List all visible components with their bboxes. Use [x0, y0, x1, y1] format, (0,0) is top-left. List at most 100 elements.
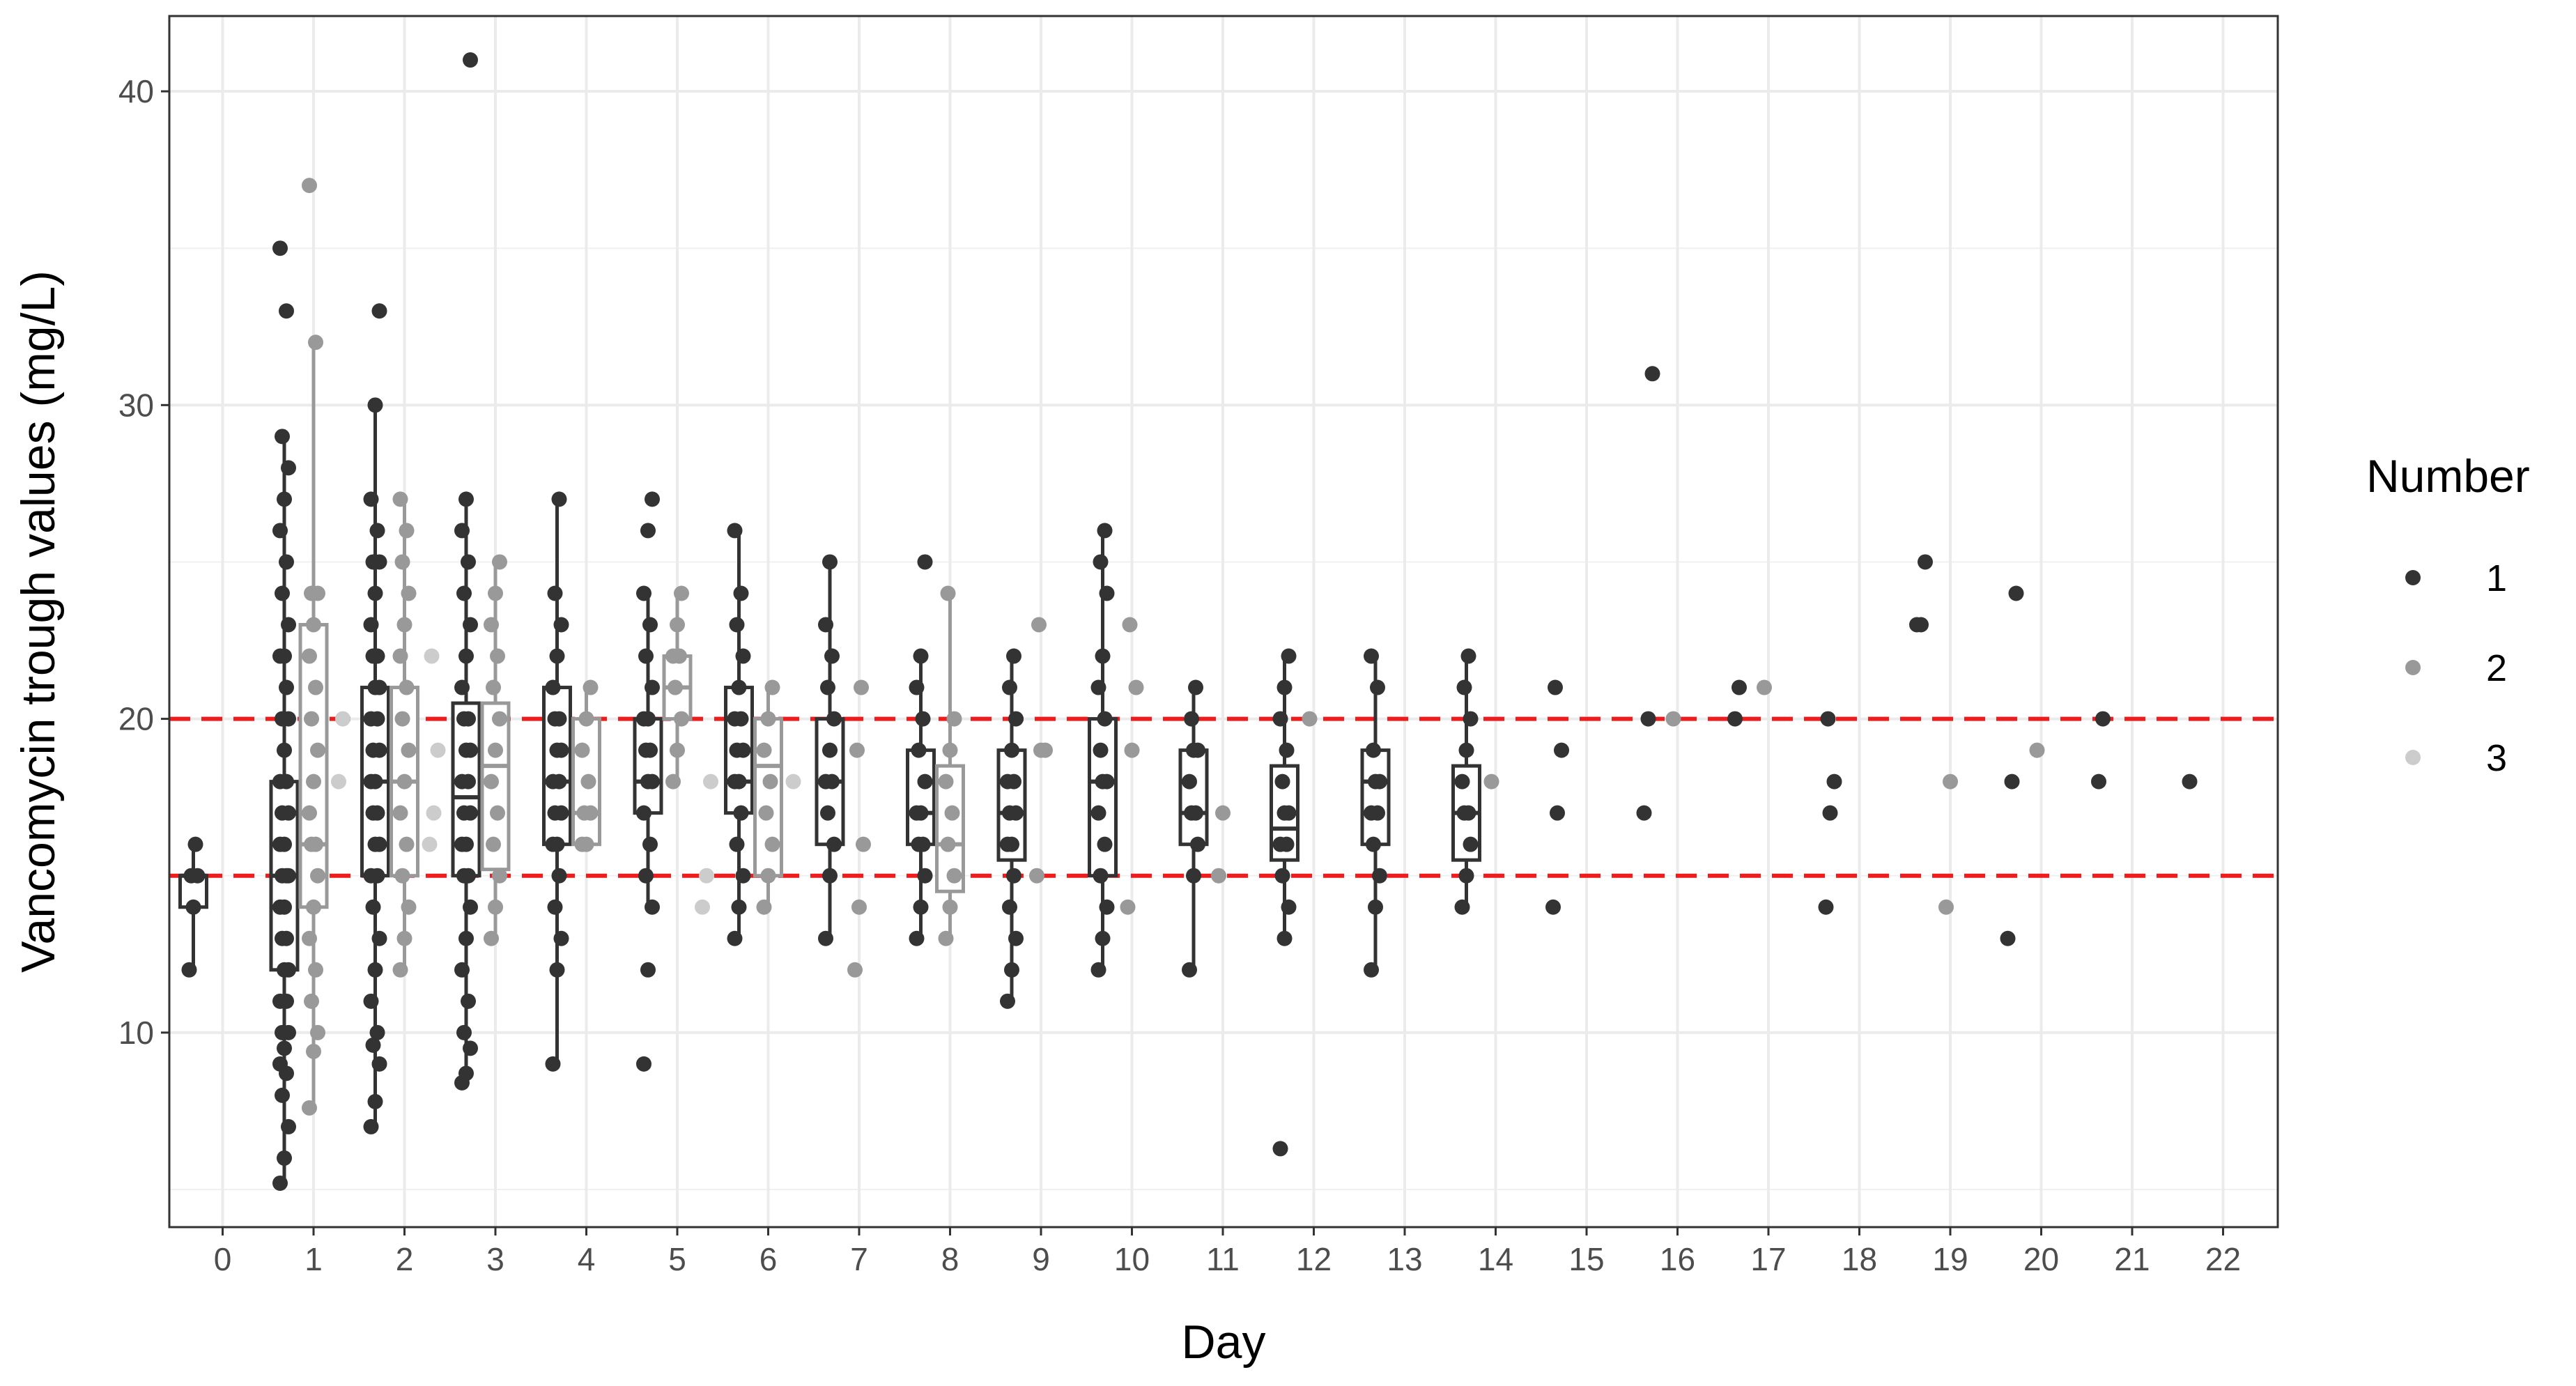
- point-series-1-day-4: [547, 899, 563, 915]
- point-series-2-day-2: [401, 742, 417, 758]
- point-series-2-day-1: [302, 930, 317, 946]
- point-series-1-day-2: [371, 836, 387, 852]
- point-series-2-day-6: [762, 773, 778, 790]
- point-series-1-day-5: [645, 679, 660, 695]
- point-series-1-day-5: [636, 805, 651, 821]
- legend-label-3: 3: [2486, 737, 2507, 779]
- point-series-2-day-2: [399, 679, 415, 695]
- point-series-1-day-19: [1913, 617, 1929, 633]
- point-series-1-day-13: [1372, 773, 1387, 790]
- point-series-1-day-3: [458, 1065, 474, 1081]
- point-series-2-day-2: [394, 868, 410, 884]
- point-series-1-day-2: [363, 868, 379, 884]
- point-series-1-day-5: [642, 836, 658, 852]
- point-series-2-day-8: [942, 899, 958, 915]
- point-series-2-day-5: [674, 585, 689, 601]
- point-series-2-day-16: [1665, 711, 1681, 727]
- point-series-3-day-1: [335, 711, 350, 727]
- point-series-1-day-0: [183, 868, 199, 884]
- point-series-1-day-6: [731, 899, 747, 915]
- point-series-1-day-11: [1190, 836, 1205, 852]
- point-series-1-day-1: [279, 679, 294, 695]
- point-series-1-day-10: [1090, 805, 1106, 821]
- point-series-2-day-2: [392, 805, 408, 821]
- point-series-1-day-0: [181, 962, 197, 978]
- point-series-1-day-10: [1095, 648, 1111, 664]
- point-series-2-day-8: [944, 805, 960, 821]
- x-tick-label-22: 22: [2205, 1241, 2241, 1277]
- point-series-1-day-9: [1006, 648, 1021, 664]
- x-tick-label-1: 1: [304, 1241, 323, 1277]
- point-series-1-day-8: [917, 868, 933, 884]
- box-iqr: [633, 717, 663, 815]
- point-series-1-day-8: [913, 899, 929, 915]
- point-series-3-day-2: [422, 836, 438, 852]
- point-series-1-day-5: [638, 648, 654, 664]
- point-series-1-day-9: [1000, 773, 1015, 790]
- point-series-3-day-5: [699, 868, 714, 884]
- point-series-1-day-3: [454, 679, 470, 695]
- point-series-1-day-20: [2008, 585, 2024, 601]
- point-series-2-day-9: [1038, 742, 1053, 758]
- point-series-1-day-5: [640, 711, 656, 727]
- box-iqr: [1178, 748, 1209, 847]
- point-series-1-day-6: [731, 773, 747, 790]
- point-series-1-day-3: [461, 868, 476, 884]
- point-series-1-day-13: [1366, 742, 1381, 758]
- point-series-1-day-2: [371, 930, 387, 946]
- point-series-1-day-1: [277, 648, 292, 664]
- point-series-1-day-1: [281, 460, 296, 476]
- point-series-1-day-22: [2182, 773, 2198, 790]
- point-series-2-day-6: [758, 805, 774, 821]
- point-series-1-day-17: [1727, 711, 1743, 727]
- point-series-1-day-6: [729, 617, 745, 633]
- point-series-1-day-12: [1281, 648, 1297, 664]
- point-series-1-day-12: [1272, 1141, 1288, 1157]
- point-series-1-day-10: [1097, 523, 1113, 539]
- point-series-1-day-2: [367, 773, 383, 790]
- point-series-1-day-7: [826, 836, 842, 852]
- point-series-1-day-9: [1002, 899, 1017, 915]
- point-series-2-day-20: [2029, 742, 2045, 758]
- point-series-1-day-1: [275, 711, 290, 727]
- point-series-1-day-5: [645, 899, 660, 915]
- point-series-2-day-8: [946, 711, 962, 727]
- point-series-2-day-19: [1943, 773, 1958, 790]
- point-series-1-day-4: [549, 648, 565, 664]
- point-series-1-day-9: [1000, 993, 1015, 1009]
- point-series-1-day-3: [458, 648, 474, 664]
- point-series-1-day-4: [549, 836, 565, 852]
- point-series-1-day-2: [369, 648, 385, 664]
- point-series-2-day-1: [302, 805, 317, 821]
- point-series-1-day-7: [818, 773, 833, 790]
- legend-key-1: [2405, 570, 2421, 585]
- point-series-1-day-2: [363, 993, 379, 1009]
- point-series-1-day-13: [1366, 836, 1381, 852]
- point-series-1-day-5: [645, 491, 660, 507]
- point-series-1-day-14: [1463, 836, 1479, 852]
- point-series-2-day-8: [946, 868, 962, 884]
- point-series-1-day-1: [281, 617, 296, 633]
- point-series-1-day-18: [1820, 711, 1836, 727]
- data-points: [181, 52, 2198, 1191]
- point-series-2-day-3: [488, 899, 503, 915]
- point-series-2-day-7: [856, 836, 871, 852]
- point-series-1-day-2: [369, 523, 385, 539]
- point-series-1-day-7: [818, 617, 833, 633]
- x-tick-label-21: 21: [2114, 1241, 2150, 1277]
- point-series-1-day-15: [1545, 899, 1561, 915]
- boxplot-series-1-day-5: [633, 593, 663, 907]
- y-tick-label-40: 40: [118, 73, 154, 109]
- point-series-1-day-13: [1364, 805, 1379, 821]
- point-series-1-day-6: [731, 679, 747, 695]
- point-series-1-day-1: [272, 1056, 288, 1072]
- point-series-1-day-13: [1364, 962, 1379, 978]
- point-series-2-day-4: [578, 836, 594, 852]
- point-series-1-day-12: [1272, 836, 1288, 852]
- legend-key-3: [2405, 750, 2421, 765]
- legend-entry-3: 3: [2405, 737, 2507, 779]
- point-series-1-day-17: [1732, 679, 1747, 695]
- point-series-1-day-1: [275, 429, 290, 445]
- point-series-2-day-3: [492, 711, 507, 727]
- point-series-1-day-2: [363, 1118, 379, 1134]
